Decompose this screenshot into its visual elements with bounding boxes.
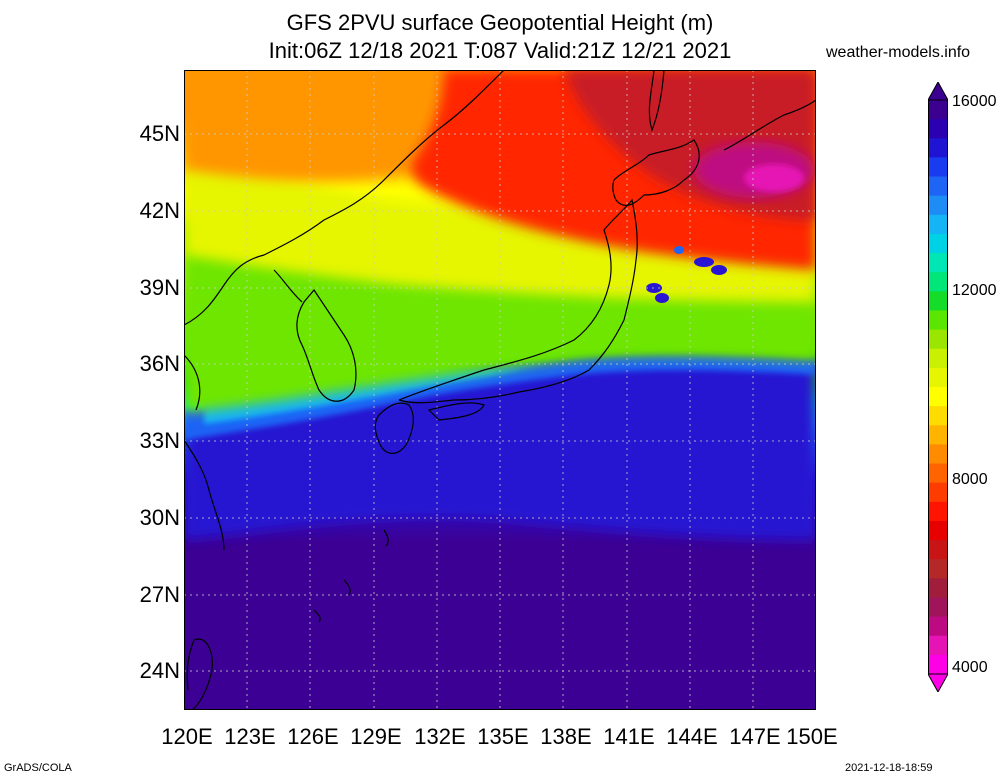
- lat-label: 24N: [139, 658, 180, 683]
- colorbar-segment: [928, 559, 948, 579]
- lat-label: 36N: [139, 351, 180, 376]
- coastlines: [184, 70, 816, 710]
- lon-label: 147E: [729, 724, 781, 749]
- lon-label: 132E: [414, 724, 466, 749]
- site-credit: weather-models.info: [826, 44, 971, 61]
- colorbar-segment: [928, 616, 948, 637]
- colorbar-segment: [928, 138, 948, 158]
- colorbar-segment: [928, 520, 948, 541]
- footer-timestamp: 2021-12-18-18:59: [845, 762, 933, 774]
- colorbar-segment: [928, 387, 948, 407]
- yellow-zone: [184, 160, 816, 302]
- map-subtitle: Init:06Z 12/18 2021 T:087 Valid:21Z 12/2…: [268, 38, 732, 63]
- lon-label: 135E: [477, 724, 529, 749]
- colorbar-segment: [928, 157, 948, 178]
- colorbar-label: 16000: [952, 93, 997, 110]
- colorbar: [927, 80, 949, 694]
- map-panel[interactable]: [184, 70, 816, 710]
- map-title: GFS 2PVU surface Geopotential Height (m): [286, 10, 714, 35]
- lon-label: 138E: [540, 724, 592, 749]
- footer-software: GrADS/COLA: [4, 762, 72, 774]
- colorbar-segment: [928, 176, 948, 197]
- colorbar-frame: [928, 99, 948, 675]
- lon-label: 126E: [287, 724, 339, 749]
- colorbar-segment: [928, 195, 948, 216]
- colorbar-segment: [928, 214, 948, 235]
- colorbar-segment: [928, 463, 948, 484]
- colorbar-segment: [928, 444, 948, 465]
- colorbar-segment: [928, 482, 948, 503]
- colorbar-segment: [928, 100, 948, 120]
- lon-label: 141E: [603, 724, 655, 749]
- colorbar-segment: [928, 367, 948, 388]
- colorbar-segment: [928, 597, 948, 618]
- colorbar-label: 12000: [952, 282, 997, 299]
- lat-label: 33N: [139, 428, 180, 453]
- colorbar-segment: [928, 425, 948, 445]
- colorbar-segment: [928, 578, 948, 598]
- lon-label: 150E: [786, 724, 838, 749]
- colorbar-segment: [928, 329, 948, 350]
- colorbar-segment: [928, 654, 948, 675]
- lon-label: 144E: [666, 724, 718, 749]
- lon-label: 120E: [161, 724, 213, 749]
- graticule: [184, 70, 816, 710]
- lon-label: 129E: [350, 724, 402, 749]
- colorbar-segment: [928, 348, 948, 369]
- colorbar-segment: [928, 406, 948, 426]
- map-canvas: [184, 70, 816, 710]
- lat-label: 27N: [139, 582, 180, 607]
- lat-label: 30N: [139, 505, 180, 530]
- colorbar-segment: [928, 501, 948, 522]
- lat-label: 45N: [139, 121, 180, 146]
- colorbar-segment: [928, 635, 948, 656]
- lat-label: 42N: [139, 198, 180, 223]
- colorbar-segment: [928, 310, 948, 331]
- colorbar-segment: [928, 253, 948, 273]
- lat-label: 39N: [139, 275, 180, 300]
- colorbar-segment: [928, 291, 948, 311]
- colorbar-cap-top: [927, 80, 949, 101]
- colorbar-cap-bottom: [927, 673, 949, 694]
- colorbar-segment: [928, 272, 948, 292]
- colorbar-label: 4000: [952, 659, 988, 676]
- lon-label: 123E: [224, 724, 276, 749]
- colorbar-segment: [928, 540, 948, 560]
- colorbar-graphic: [927, 80, 949, 694]
- colorbar-segment: [928, 233, 948, 254]
- colorbar-label: 8000: [952, 471, 988, 488]
- colorbar-segment: [928, 119, 948, 139]
